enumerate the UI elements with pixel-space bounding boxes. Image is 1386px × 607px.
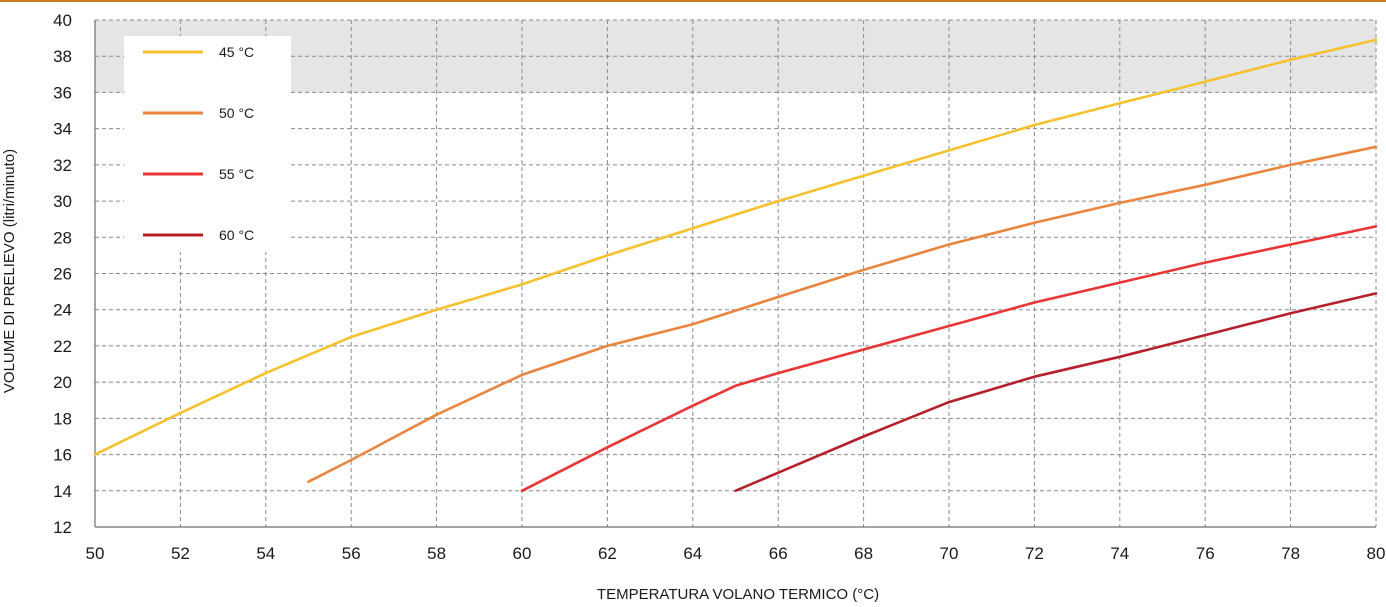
legend-label: 60 °C (219, 227, 254, 243)
y-tick-label: 40 (53, 11, 72, 30)
y-tick-label: 34 (53, 120, 72, 139)
y-tick-label: 32 (53, 156, 72, 175)
y-tick-label: 16 (53, 446, 72, 465)
x-tick-label: 52 (171, 544, 190, 563)
y-tick-label: 28 (53, 228, 72, 247)
y-tick-label: 22 (53, 337, 72, 356)
x-tick-label: 80 (1367, 544, 1386, 563)
y-axis-title: VOLUME DI PRELIEVO (litri/minuto) (1, 149, 18, 393)
y-tick-label: 14 (53, 482, 72, 501)
x-tick-label: 64 (683, 544, 702, 563)
x-axis-title: TEMPERATURA VOLANO TERMICO (°C) (597, 586, 879, 603)
x-tick-labels: 50 52 54 56 58 60 62 64 66 68 70 72 74 76 78 80 (86, 544, 1386, 563)
x-tick-label: 50 (86, 544, 105, 563)
grid (95, 19, 1377, 527)
axes (94, 20, 1376, 528)
y-tick-label: 36 (53, 83, 72, 102)
y-tick-labels: 12 14 16 18 20 22 24 26 28 30 32 34 36 38 40 (53, 11, 72, 537)
legend-label: 45 °C (219, 44, 254, 60)
series-line (307, 145, 1378, 484)
x-tick-label: 74 (1110, 544, 1129, 563)
y-tick-label: 12 (53, 518, 72, 537)
y-tick-label: 20 (53, 373, 72, 392)
series-line (93, 38, 1378, 456)
x-tick-label: 58 (427, 544, 446, 563)
x-tick-label: 78 (1281, 544, 1300, 563)
x-tick-label: 66 (769, 544, 788, 563)
y-tick-label: 30 (53, 192, 72, 211)
y-tick-label: 24 (53, 301, 72, 320)
x-tick-label: 56 (342, 544, 361, 563)
legend: 45 °C 50 °C 55 °C 60 °C (124, 36, 291, 252)
series-line (520, 225, 1378, 493)
x-tick-label: 68 (854, 544, 873, 563)
x-tick-label: 60 (513, 544, 532, 563)
x-tick-label: 62 (598, 544, 617, 563)
x-tick-label: 70 (940, 544, 959, 563)
series-lines (93, 38, 1378, 493)
y-tick-label: 38 (53, 47, 72, 66)
x-tick-label: 72 (1025, 544, 1044, 563)
x-tick-label: 54 (256, 544, 275, 563)
legend-label: 55 °C (219, 166, 254, 182)
legend-label: 50 °C (219, 105, 254, 121)
y-tick-label: 18 (53, 409, 72, 428)
series-line (734, 292, 1378, 493)
y-tick-label: 26 (53, 265, 72, 284)
legend-box (124, 36, 291, 252)
x-tick-label: 76 (1196, 544, 1215, 563)
